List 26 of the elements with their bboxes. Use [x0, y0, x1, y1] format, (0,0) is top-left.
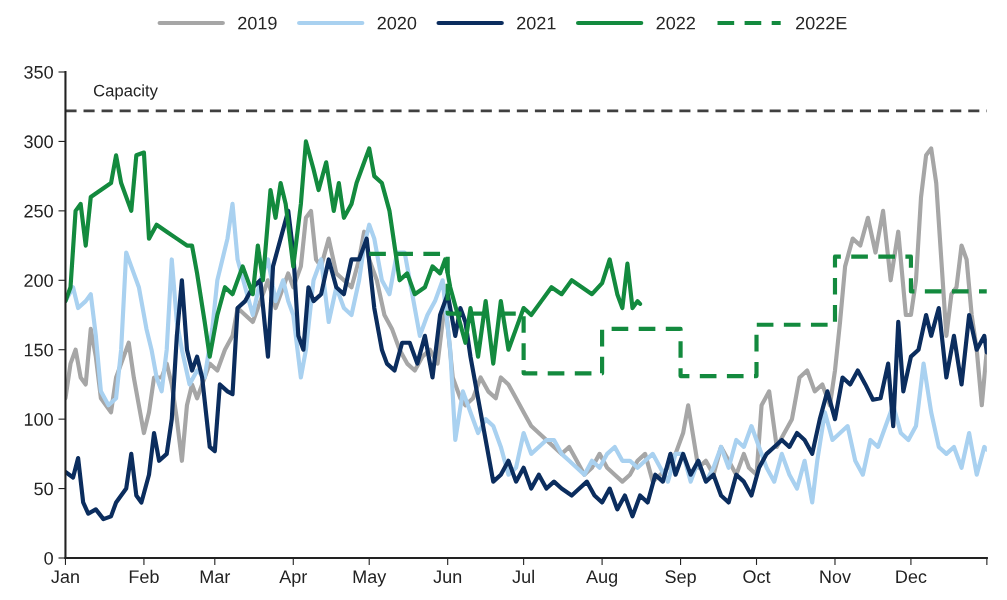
- y-tick-label: 50: [34, 482, 53, 496]
- x-tick-label: Nov: [820, 570, 851, 584]
- legend-label: 2021: [517, 16, 556, 30]
- legend-label: 2022: [656, 16, 695, 30]
- y-tick-label: 350: [24, 65, 53, 79]
- x-tick-label: Jan: [51, 570, 79, 584]
- x-tick-label: Aug: [586, 570, 617, 587]
- x-tick-label: Oct: [743, 570, 771, 584]
- ref-line-label: Capacity: [93, 84, 158, 100]
- x-tick-label: Jul: [512, 569, 534, 584]
- x-tick-label: May: [353, 570, 387, 587]
- y-tick-label: 250: [24, 204, 53, 218]
- y-tick-label: 200: [24, 274, 53, 288]
- x-tick-label: Dec: [896, 570, 927, 584]
- y-tick-label: 150: [24, 343, 53, 357]
- y-tick-label: 300: [24, 135, 53, 149]
- x-tick-label: Jun: [433, 570, 462, 584]
- x-tick-label: Sep: [665, 570, 696, 587]
- legend-label: 2020: [377, 16, 417, 30]
- legend-label: 2022E: [796, 16, 847, 30]
- y-tick-label: 0: [44, 551, 53, 565]
- x-tick-label: Mar: [200, 570, 231, 584]
- x-tick-label: Apr: [279, 570, 308, 587]
- y-tick-label: 100: [24, 413, 53, 426]
- legend-label: 2019: [238, 16, 277, 30]
- x-tick-label: Feb: [129, 569, 159, 584]
